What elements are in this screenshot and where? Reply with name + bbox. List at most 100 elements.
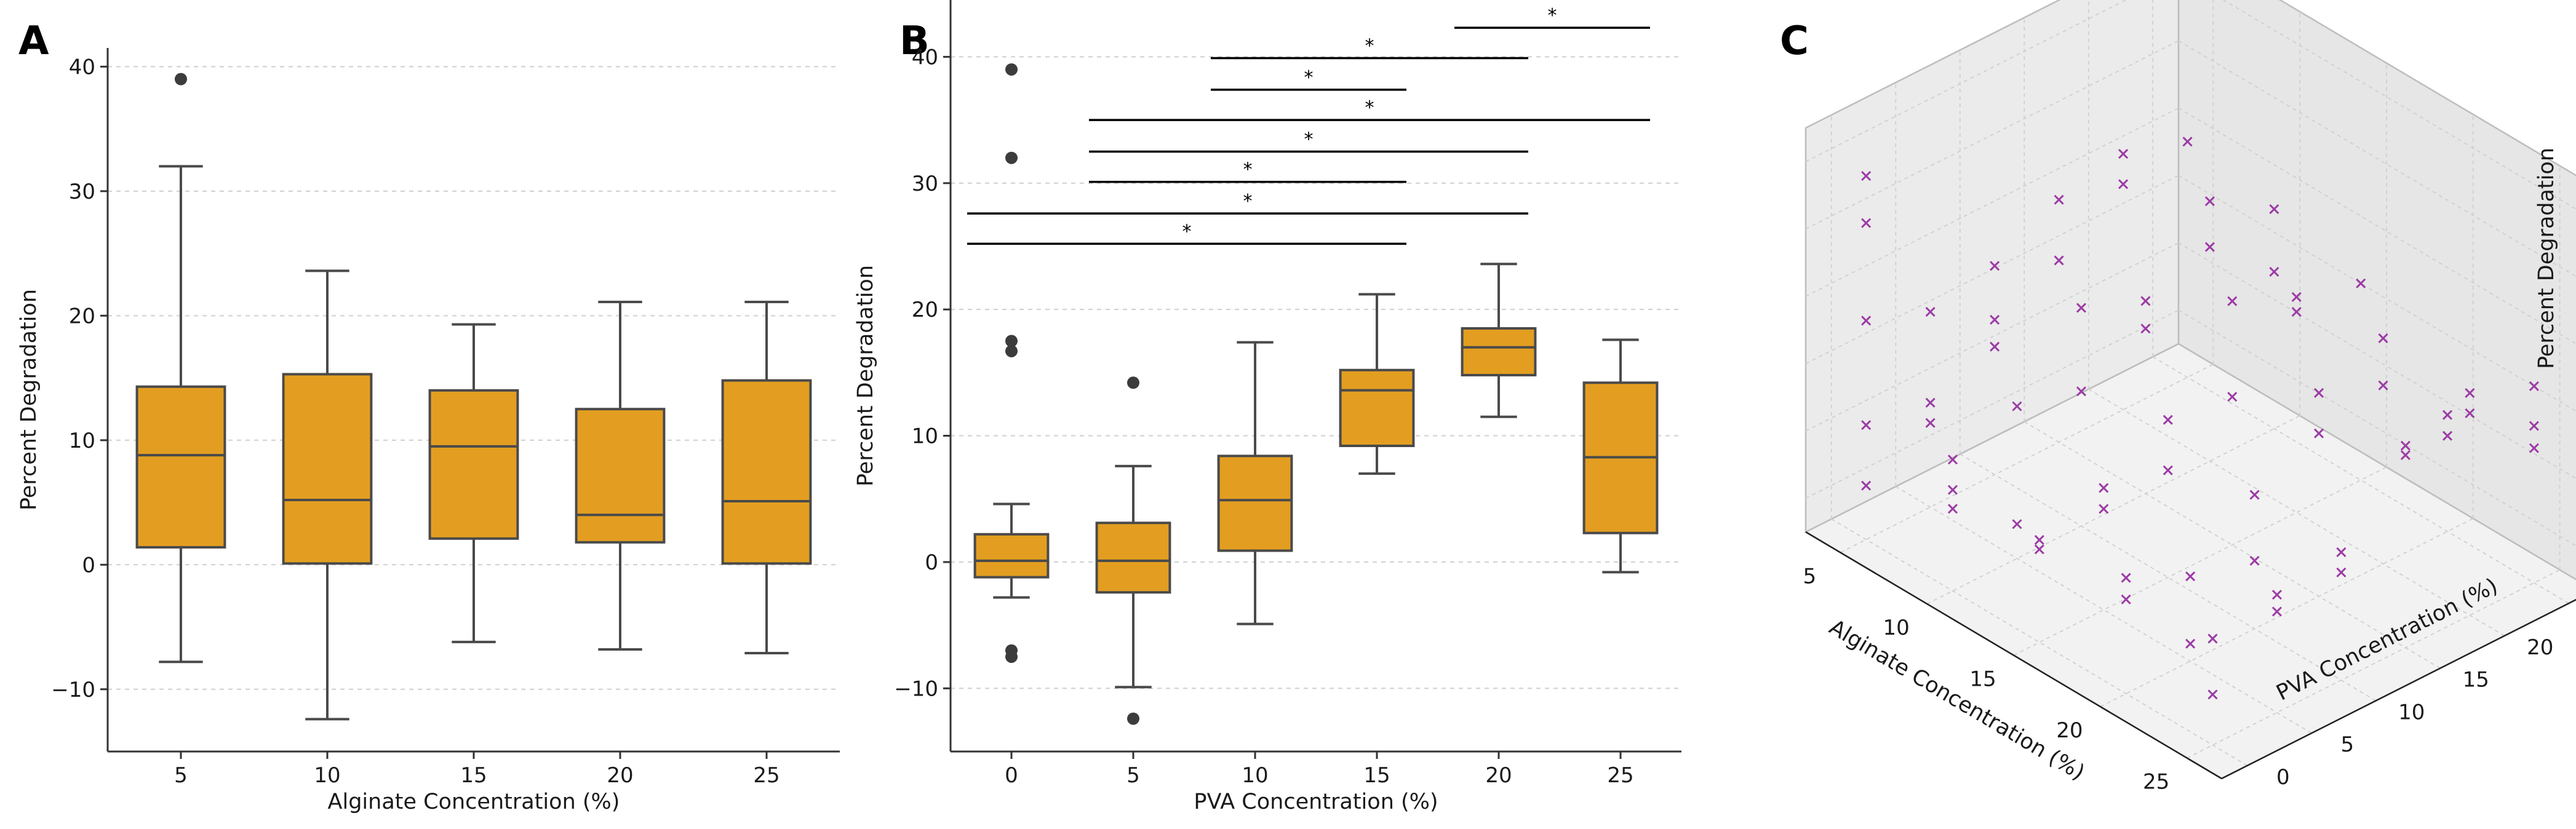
grid-line [1840,363,2214,553]
scatter-point [2185,638,2196,649]
outlier-point [1005,151,1018,164]
significance-bar: * [1211,35,1528,60]
box-20 [1461,263,1537,418]
x-marker-stroke [2076,303,2086,313]
scatter-point [2529,421,2539,431]
scatter-point [2163,465,2173,475]
panel-c-points [1861,137,2539,700]
y-tick-label: 40 [69,55,95,79]
significance-star: * [1243,191,1253,212]
iqr-box [135,385,226,549]
panel-b-grid [951,56,1681,689]
y-tick-label: 10 [69,429,95,453]
scatter-point [1861,170,1872,181]
x-marker-stroke [2269,204,2279,215]
panel-b-spines [949,0,1681,753]
x-axis-edge [1805,531,2222,780]
x-marker-stroke [2529,421,2539,431]
significance-bar: * [967,191,1528,215]
y-axis-edge [2221,598,2576,780]
significance-bar: * [1089,159,1406,183]
scatter-point [2034,534,2044,545]
panel-a-boxes [135,73,812,721]
x-marker-stroke [1861,480,1872,491]
scatter-point [2076,303,2086,313]
scatter-point [1861,218,1872,228]
box-15 [428,323,519,643]
x-marker-stroke [1947,485,1958,495]
panel-b-x-ticks: 0 5 10 15 20 25 [1005,752,1634,788]
panel-a-y-ticks: −10 0 10 20 30 40 [51,55,108,702]
scatter-point [2076,386,2086,397]
scatter-point [1925,418,1936,428]
y-tick-label: −10 [51,678,95,702]
significance-bar: * [1454,5,1650,29]
scatter-point [2442,430,2453,441]
iqr-box [575,408,666,544]
x-marker-stroke [2336,547,2347,557]
x-marker-stroke [2291,306,2302,317]
x-marker-stroke [2378,380,2388,391]
box-10 [1217,341,1293,625]
scatter-point [2204,242,2215,252]
x-marker-stroke [2207,633,2218,644]
x-marker-stroke [1990,261,2000,271]
scatter-point [2121,594,2131,605]
x-marker-stroke [1861,218,1872,228]
significance-bar: * [1089,97,1650,121]
x-marker-stroke [2118,149,2129,159]
scatter-point [2099,504,2109,514]
x-marker-stroke [2314,428,2324,438]
x-marker-stroke [1861,420,1872,430]
x-tick-label: 10 [1242,763,1268,788]
x-marker-stroke [2249,555,2260,566]
scatter-point [2378,333,2388,344]
x-marker-stroke [2227,296,2238,306]
x-marker-stroke [2012,401,2022,411]
significance-bar: * [967,221,1406,245]
x-marker-stroke [2054,255,2064,266]
panel-a-x-ticks: 5 10 15 20 25 [174,752,780,788]
panel-b-significance-bars: * * * * * * * * [967,5,1650,245]
x-marker-stroke [2121,594,2131,605]
x-marker-stroke [2227,392,2238,402]
x-marker-stroke [2034,534,2044,545]
scatter-point [2140,323,2151,334]
scatter-point [2054,255,2064,266]
y-tick-label: 5 [2340,732,2354,757]
iqr-box [428,389,519,540]
scatter-point [2291,306,2302,317]
x-marker-stroke [2314,387,2324,399]
scatter-point [2529,443,2539,453]
x-marker-stroke [2118,179,2129,189]
x-tick-label: 20 [1485,763,1512,788]
x-marker-stroke [2121,573,2131,583]
x-marker-stroke [2378,333,2388,344]
scatter-point [2465,388,2475,399]
scatter-point [1861,480,1872,491]
x-marker-stroke [2356,278,2366,288]
significance-star: * [1304,67,1314,89]
box-5 [1095,376,1171,725]
significance-star: * [1365,97,1374,119]
scatter-point [2012,401,2022,411]
x-tick-label: 25 [753,763,780,788]
grid-line [1805,242,2179,432]
scatter-point [1990,261,2000,271]
x-marker-stroke [2185,638,2196,649]
x-marker-stroke [1925,397,1936,408]
panel-label-a: A [18,18,49,64]
x-marker-stroke [2054,194,2064,205]
x-marker-stroke [2076,386,2086,397]
scatter-point [2269,266,2279,277]
scatter-point [2185,571,2196,582]
x-tick-label: 10 [1883,616,1910,640]
panel-label-c: C [1780,18,1809,64]
x-tick-label: 20 [607,763,633,788]
x-marker-stroke [2140,323,2151,334]
x-marker-stroke [2204,196,2215,207]
y-tick-label: 40 [912,45,938,69]
box-20 [575,301,666,651]
